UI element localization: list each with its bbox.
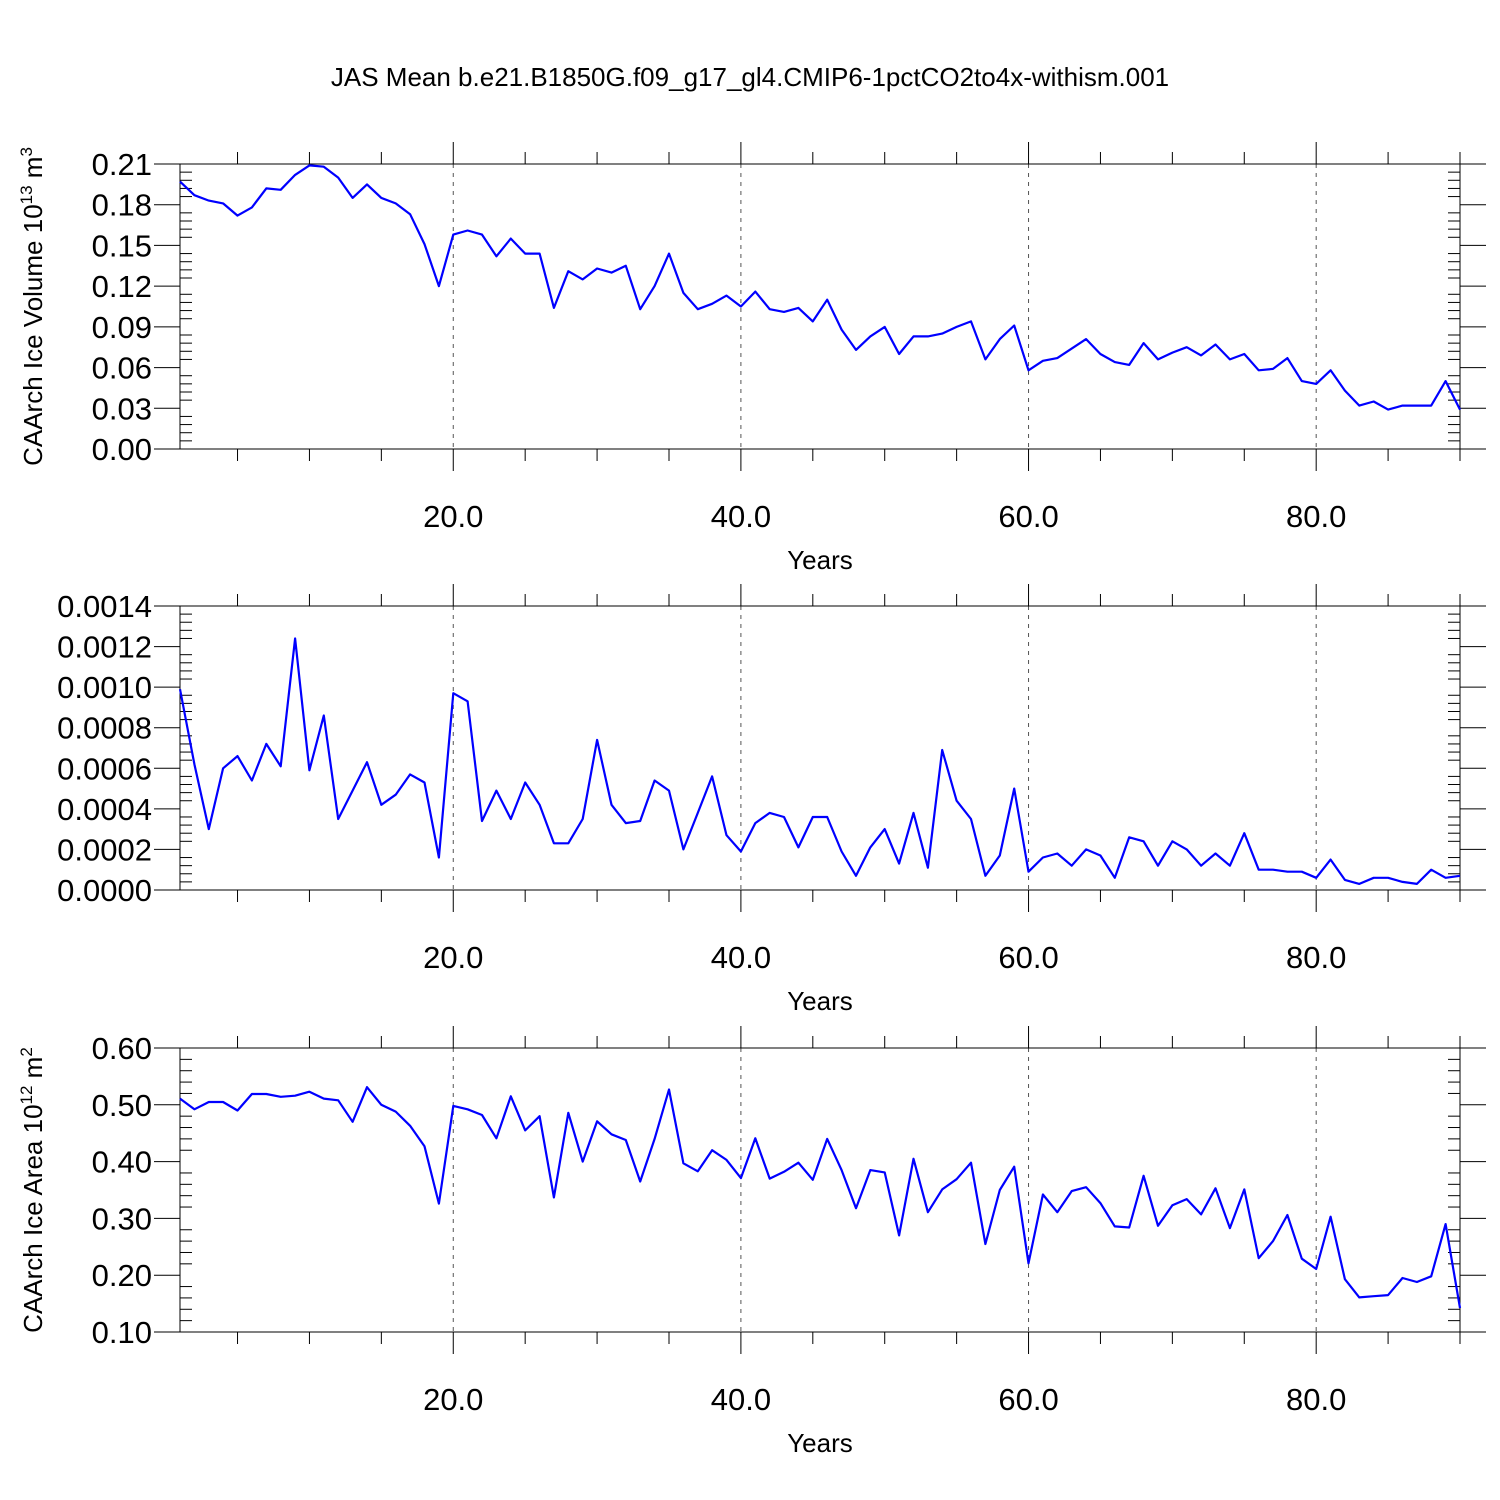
y-tick-label: 0.00 (92, 432, 152, 467)
y-tick-label: 0.06 (92, 351, 152, 386)
series-line (178, 637, 1461, 886)
x-tick-label: 80.0 (1286, 499, 1346, 534)
y-tick-label: 0.12 (92, 269, 152, 304)
x-tick-label: 40.0 (711, 940, 771, 975)
x-axis-label: Years (787, 986, 853, 1016)
x-tick-label: 20.0 (423, 940, 483, 975)
x-tick-label: 80.0 (1286, 1382, 1346, 1417)
y-tick-label: 0.09 (92, 310, 152, 345)
y-tick-label: 0.21 (92, 147, 152, 182)
y-tick-label: 0.40 (92, 1145, 152, 1180)
y-tick-label: 0.0012 (57, 630, 152, 665)
y-tick-label: 0.10 (92, 1315, 152, 1350)
y-tick-label: 0.0014 (57, 589, 152, 624)
x-axis-label: Years (787, 545, 853, 575)
panel-1: 0.00 0.03 0.06 0.09 0.12 0.15 0.18 0.21 20.0 40.0… (17, 142, 1486, 575)
y-axis-label: CAArch Ice Volume 1013 m3 (17, 147, 48, 466)
y-tick-label: 0.0002 (57, 832, 152, 867)
panel-2: 0.0000 0.0002 0.0004 0.0006 0.0008 0.0010 0.00… (57, 584, 1486, 1016)
y-tick-label: 0.0000 (57, 873, 152, 908)
y-tick-label: 0.03 (92, 391, 152, 426)
y-tick-label: 0.0008 (57, 711, 152, 746)
y-tick-label: 0.0010 (57, 670, 152, 705)
x-tick-label: 80.0 (1286, 940, 1346, 975)
plot-frame (179, 1047, 1461, 1333)
y-tick-label: 0.15 (92, 228, 152, 263)
x-tick-label: 60.0 (998, 499, 1058, 534)
y-tick-label: 0.50 (92, 1088, 152, 1123)
x-tick-label: 40.0 (711, 499, 771, 534)
x-tick-label: 20.0 (423, 1382, 483, 1417)
y-tick-label: 0.60 (92, 1031, 152, 1066)
y-tick-label: 0.18 (92, 188, 152, 223)
series-line (179, 1086, 1462, 1309)
panel-3: 0.10 0.20 0.30 0.40 0.50 0.60 20.0 40.0 60.0 80.0… (17, 1026, 1486, 1458)
y-axis-label: CAArch Ice Area 1012 m2 (17, 1047, 48, 1333)
y-tick-label: 0.30 (92, 1201, 152, 1236)
x-tick-label: 40.0 (711, 1382, 771, 1417)
y-tick-label: 0.0006 (57, 751, 152, 786)
x-axis-label: Years (787, 1428, 853, 1458)
chart-title: JAS Mean b.e21.B1850G.f09_g17_gl4.CMIP6-… (330, 62, 1170, 92)
y-tick-label: 0.20 (92, 1258, 152, 1293)
plot-frame (179, 163, 1461, 450)
x-tick-label: 60.0 (998, 1382, 1058, 1417)
plot-frame (179, 605, 1461, 891)
x-tick-label: 60.0 (998, 940, 1058, 975)
y-tick-label: 0.0004 (57, 792, 152, 827)
x-tick-label: 20.0 (423, 499, 483, 534)
series-line (179, 164, 1461, 411)
